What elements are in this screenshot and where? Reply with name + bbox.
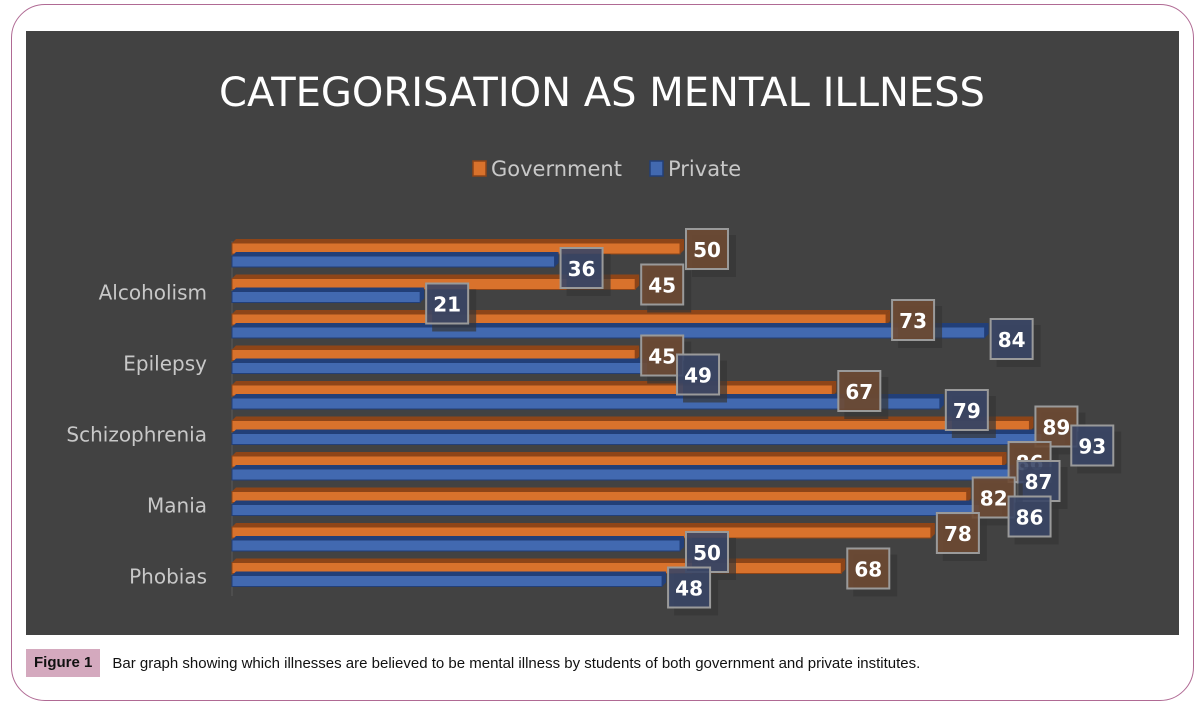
data-label-box xyxy=(944,389,989,431)
data-label: 45 xyxy=(648,274,676,298)
data-label-box xyxy=(685,228,729,270)
bar-side-government xyxy=(635,274,640,290)
bar-side-government xyxy=(841,558,846,574)
bar-top-private xyxy=(232,323,989,327)
bar-side-government xyxy=(966,487,971,503)
y-tick-label: Phobias xyxy=(129,564,207,588)
bar-side-private xyxy=(554,252,559,267)
bar-side-private xyxy=(680,536,684,551)
data-label: 82 xyxy=(980,487,1008,511)
bar-top-private xyxy=(232,394,944,398)
data-label: 93 xyxy=(1078,435,1106,459)
data-label-box xyxy=(1070,424,1115,467)
bar-top-private xyxy=(232,500,1007,505)
figure-caption: Figure 1 Bar graph showing which illness… xyxy=(26,649,921,677)
bar-top-government xyxy=(232,487,971,492)
data-label-box xyxy=(989,318,1034,360)
chart-title: CATEGORISATION AS MENTAL ILLNESS xyxy=(219,70,985,116)
bar-side-government xyxy=(680,239,684,254)
y-tick-label: Schizophrenia xyxy=(66,422,207,446)
bar-side-government xyxy=(635,345,640,361)
bar-side-government xyxy=(1002,452,1007,467)
y-tick-label: Mania xyxy=(147,493,207,517)
bar-top-government xyxy=(232,310,891,314)
y-axis-labels: Alcoholism Epilepsy Schizophrenia Mania Phob… xyxy=(66,280,207,588)
data-label-box xyxy=(667,566,712,609)
bar-top-private xyxy=(232,465,1016,469)
bar-private xyxy=(231,575,663,587)
bar-top-private xyxy=(232,429,1070,434)
bar-top-government xyxy=(232,523,935,527)
bar-private xyxy=(231,326,986,339)
legend-swatch-government xyxy=(472,160,487,177)
bar-top-government xyxy=(232,345,640,350)
bar-top-private xyxy=(232,536,684,540)
bar-top-private xyxy=(232,287,425,292)
bar-side-private xyxy=(984,323,989,338)
data-label: 50 xyxy=(693,541,721,565)
data-label: 49 xyxy=(684,364,712,388)
bar-side-government xyxy=(930,523,935,538)
legend-label-government: Government xyxy=(491,157,622,181)
bar-side-private xyxy=(662,571,667,587)
data-label-box xyxy=(425,282,470,325)
bar-side-private xyxy=(939,394,944,409)
bar-private xyxy=(231,291,421,303)
data-label-box xyxy=(685,531,729,573)
data-label: 78 xyxy=(944,522,972,546)
bar-top-private xyxy=(232,252,559,256)
data-label: 86 xyxy=(1016,506,1044,530)
data-label: 84 xyxy=(998,328,1026,352)
data-label: 45 xyxy=(648,345,676,369)
figure-caption-text: Bar graph showing which illnesses are be… xyxy=(112,654,921,672)
bar-top-government xyxy=(232,274,640,279)
data-label: 36 xyxy=(568,257,596,281)
legend: Government Private xyxy=(472,157,741,181)
figure-label: Figure 1 xyxy=(26,649,101,677)
data-label-box xyxy=(676,353,721,396)
data-label: 21 xyxy=(433,293,461,317)
bar-side-private xyxy=(420,287,425,303)
legend-label-private: Private xyxy=(668,157,741,181)
bar-top-government xyxy=(232,416,1034,421)
data-label-box xyxy=(640,263,685,306)
data-label-box xyxy=(837,370,882,412)
data-label-box xyxy=(935,512,980,554)
bar-private xyxy=(231,539,681,552)
data-label-box xyxy=(846,547,891,590)
data-label: 87 xyxy=(1025,470,1053,494)
bar-top-private xyxy=(232,571,667,576)
data-label: 50 xyxy=(693,238,721,262)
data-label: 79 xyxy=(953,399,981,423)
bar-top-government xyxy=(232,381,837,385)
bar-side-government xyxy=(832,381,837,396)
data-label: 68 xyxy=(854,558,882,582)
bar-private xyxy=(231,397,941,410)
y-tick-label: Epilepsy xyxy=(123,351,207,375)
bar-private xyxy=(231,504,1004,516)
bar-top-private xyxy=(232,358,676,363)
data-labels: 5036452173844549677989938687828678506848 xyxy=(425,228,1122,616)
figure-frame xyxy=(11,4,1194,701)
data-label-box xyxy=(559,247,604,289)
legend-swatch-private xyxy=(649,160,664,177)
bar-side-government xyxy=(886,310,891,325)
data-label: 48 xyxy=(675,577,703,601)
data-label: 73 xyxy=(899,309,927,333)
bar-top-government xyxy=(232,239,684,243)
bar-top-government xyxy=(232,452,1007,456)
y-tick-label: Alcoholism xyxy=(99,280,207,304)
bar-private xyxy=(231,433,1066,445)
data-label-box xyxy=(891,299,936,341)
data-label: 67 xyxy=(845,380,873,404)
bar-top-government xyxy=(232,558,846,563)
bar-private xyxy=(231,362,672,374)
bar-side-government xyxy=(1029,416,1034,432)
data-label: 89 xyxy=(1043,416,1071,440)
data-label-box xyxy=(1007,495,1052,538)
bar-private xyxy=(231,468,1013,481)
bar-private xyxy=(231,255,556,268)
